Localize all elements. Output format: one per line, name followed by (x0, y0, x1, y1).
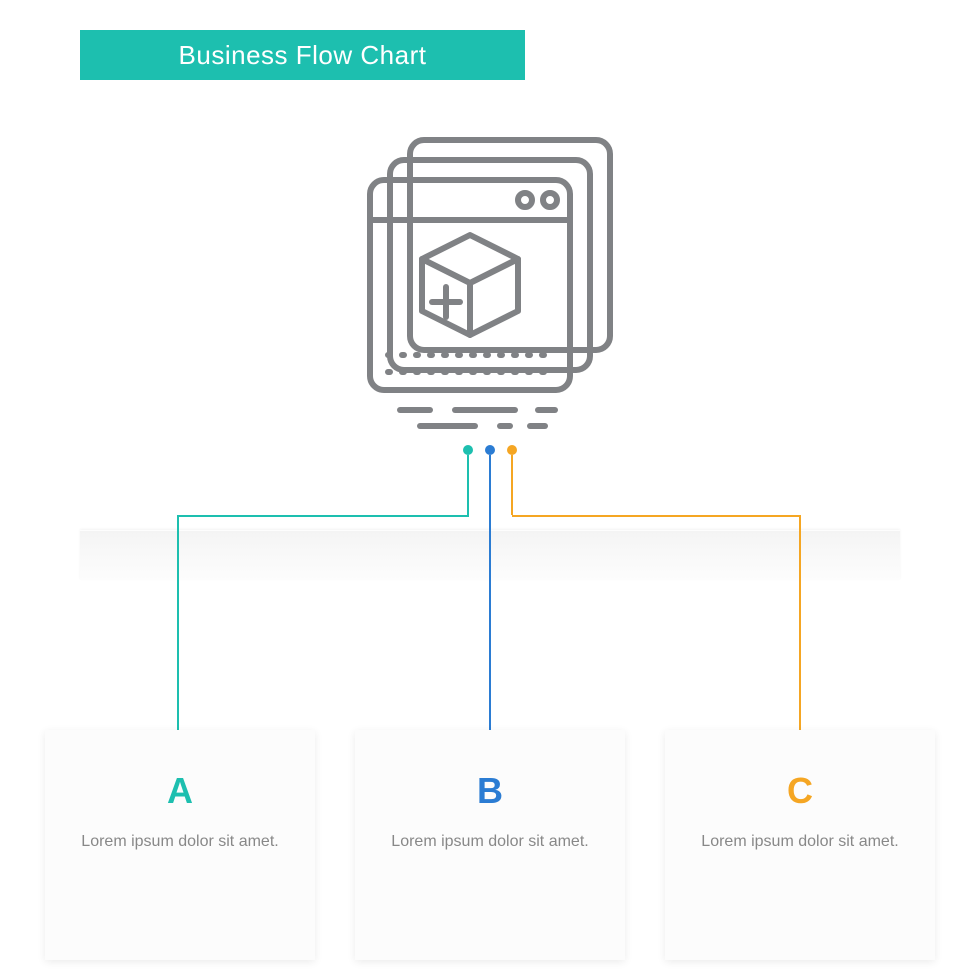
card-text: Lorem ipsum dolor sit amet. (665, 830, 935, 854)
connector-line (512, 515, 801, 517)
connector-dot (507, 445, 517, 455)
card-letter: B (355, 770, 625, 812)
connector-dot (463, 445, 473, 455)
page-title: Business Flow Chart (80, 30, 525, 80)
card-row: A Lorem ipsum dolor sit amet. B Lorem ipsum… (0, 730, 980, 960)
connector-dot (485, 445, 495, 455)
connector-line (467, 455, 469, 515)
connector-line (511, 455, 513, 515)
info-card: B Lorem ipsum dolor sit amet. (355, 730, 625, 960)
connector-line (178, 515, 469, 517)
connector-line (799, 515, 801, 755)
card-letter: C (665, 770, 935, 812)
card-text: Lorem ipsum dolor sit amet. (355, 830, 625, 854)
connector-line (489, 515, 491, 755)
connector-line (177, 515, 179, 755)
card-text: Lorem ipsum dolor sit amet. (45, 830, 315, 854)
window-cube-icon (360, 130, 620, 445)
card-letter: A (45, 770, 315, 812)
info-card: C Lorem ipsum dolor sit amet. (665, 730, 935, 960)
connector-line (489, 455, 491, 515)
info-card: A Lorem ipsum dolor sit amet. (45, 730, 315, 960)
